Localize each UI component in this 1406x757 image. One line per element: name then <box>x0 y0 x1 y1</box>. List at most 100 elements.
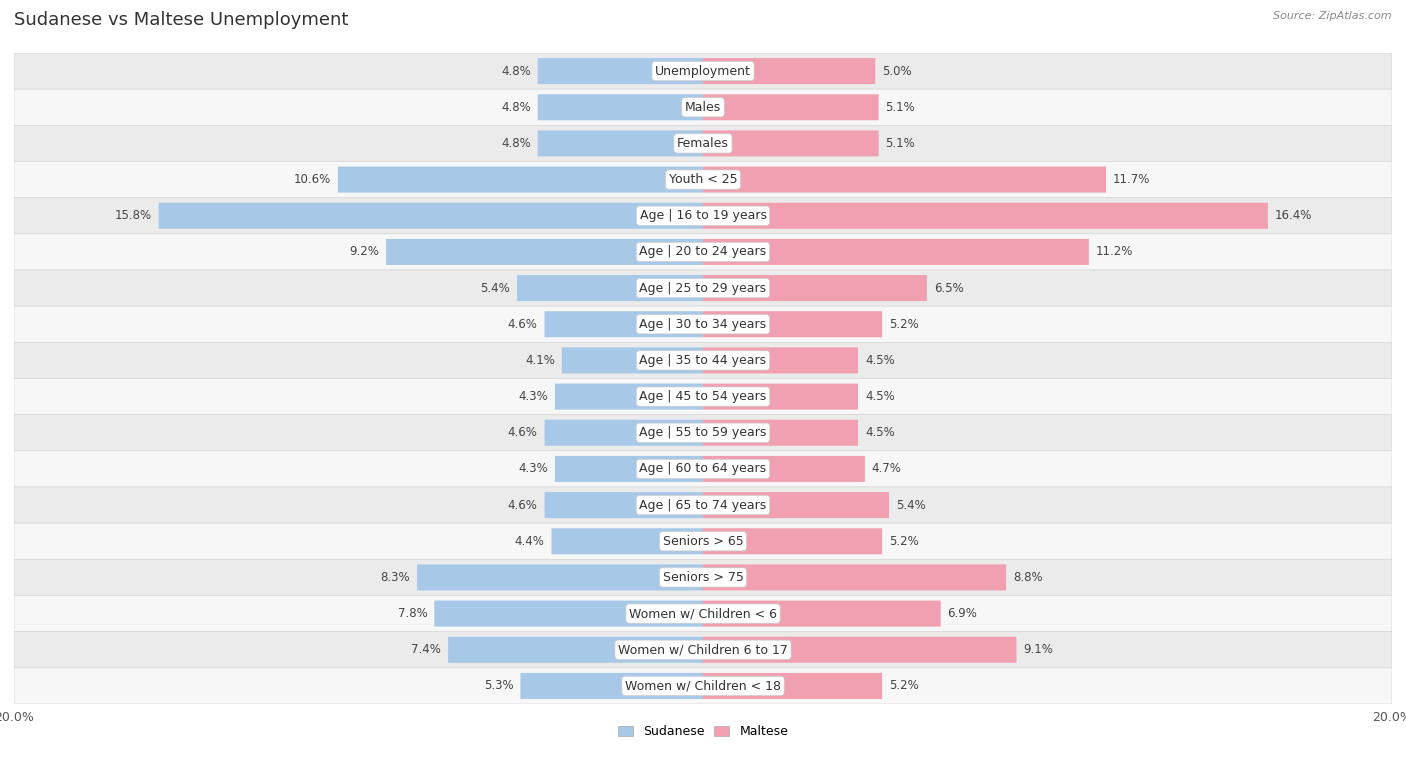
Text: 5.1%: 5.1% <box>886 101 915 114</box>
FancyBboxPatch shape <box>537 94 703 120</box>
FancyBboxPatch shape <box>555 384 703 410</box>
Text: 6.5%: 6.5% <box>934 282 963 294</box>
Text: 11.7%: 11.7% <box>1114 173 1150 186</box>
FancyBboxPatch shape <box>14 415 1392 451</box>
Text: 7.8%: 7.8% <box>398 607 427 620</box>
FancyBboxPatch shape <box>14 342 1392 378</box>
Legend: Sudanese, Maltese: Sudanese, Maltese <box>613 721 793 743</box>
Text: Age | 20 to 24 years: Age | 20 to 24 years <box>640 245 766 258</box>
Text: 15.8%: 15.8% <box>115 209 152 223</box>
FancyBboxPatch shape <box>449 637 703 663</box>
FancyBboxPatch shape <box>703 130 879 157</box>
Text: 7.4%: 7.4% <box>412 643 441 656</box>
Text: Age | 35 to 44 years: Age | 35 to 44 years <box>640 354 766 367</box>
Text: Source: ZipAtlas.com: Source: ZipAtlas.com <box>1274 11 1392 21</box>
Text: Females: Females <box>678 137 728 150</box>
Text: Age | 65 to 74 years: Age | 65 to 74 years <box>640 499 766 512</box>
FancyBboxPatch shape <box>14 161 1392 198</box>
Text: 5.4%: 5.4% <box>481 282 510 294</box>
Text: 4.4%: 4.4% <box>515 534 544 548</box>
FancyBboxPatch shape <box>703 311 882 338</box>
Text: 6.9%: 6.9% <box>948 607 977 620</box>
FancyBboxPatch shape <box>14 631 1392 668</box>
FancyBboxPatch shape <box>544 311 703 338</box>
Text: 4.6%: 4.6% <box>508 426 537 439</box>
Text: Males: Males <box>685 101 721 114</box>
Text: 8.8%: 8.8% <box>1012 571 1043 584</box>
Text: 16.4%: 16.4% <box>1275 209 1312 223</box>
Text: Sudanese vs Maltese Unemployment: Sudanese vs Maltese Unemployment <box>14 11 349 30</box>
Text: 8.3%: 8.3% <box>381 571 411 584</box>
Text: Women w/ Children < 6: Women w/ Children < 6 <box>628 607 778 620</box>
Text: Seniors > 65: Seniors > 65 <box>662 534 744 548</box>
Text: 4.1%: 4.1% <box>524 354 555 367</box>
FancyBboxPatch shape <box>703 528 882 554</box>
FancyBboxPatch shape <box>387 239 703 265</box>
Text: Women w/ Children 6 to 17: Women w/ Children 6 to 17 <box>619 643 787 656</box>
Text: 4.3%: 4.3% <box>519 463 548 475</box>
FancyBboxPatch shape <box>14 559 1392 596</box>
Text: 9.2%: 9.2% <box>349 245 380 258</box>
Text: Women w/ Children < 18: Women w/ Children < 18 <box>626 680 780 693</box>
FancyBboxPatch shape <box>14 126 1392 161</box>
FancyBboxPatch shape <box>434 600 703 627</box>
FancyBboxPatch shape <box>14 89 1392 126</box>
Text: Youth < 25: Youth < 25 <box>669 173 737 186</box>
FancyBboxPatch shape <box>337 167 703 192</box>
Text: 5.1%: 5.1% <box>886 137 915 150</box>
FancyBboxPatch shape <box>703 673 882 699</box>
FancyBboxPatch shape <box>537 130 703 157</box>
Text: 5.2%: 5.2% <box>889 534 918 548</box>
Text: 4.8%: 4.8% <box>501 64 531 77</box>
Text: 4.6%: 4.6% <box>508 318 537 331</box>
FancyBboxPatch shape <box>703 637 1017 663</box>
Text: 5.2%: 5.2% <box>889 680 918 693</box>
Text: Age | 45 to 54 years: Age | 45 to 54 years <box>640 390 766 403</box>
Text: Age | 30 to 34 years: Age | 30 to 34 years <box>640 318 766 331</box>
Text: Seniors > 75: Seniors > 75 <box>662 571 744 584</box>
FancyBboxPatch shape <box>14 198 1392 234</box>
Text: 5.2%: 5.2% <box>889 318 918 331</box>
Text: Unemployment: Unemployment <box>655 64 751 77</box>
FancyBboxPatch shape <box>703 203 1268 229</box>
Text: 4.5%: 4.5% <box>865 354 894 367</box>
FancyBboxPatch shape <box>703 167 1107 192</box>
FancyBboxPatch shape <box>14 596 1392 631</box>
FancyBboxPatch shape <box>703 275 927 301</box>
FancyBboxPatch shape <box>703 419 858 446</box>
FancyBboxPatch shape <box>14 234 1392 270</box>
Text: 5.0%: 5.0% <box>882 64 911 77</box>
FancyBboxPatch shape <box>703 239 1088 265</box>
FancyBboxPatch shape <box>703 456 865 482</box>
Text: 4.3%: 4.3% <box>519 390 548 403</box>
FancyBboxPatch shape <box>14 523 1392 559</box>
Text: Age | 60 to 64 years: Age | 60 to 64 years <box>640 463 766 475</box>
FancyBboxPatch shape <box>537 58 703 84</box>
FancyBboxPatch shape <box>14 451 1392 487</box>
FancyBboxPatch shape <box>14 270 1392 306</box>
FancyBboxPatch shape <box>562 347 703 373</box>
Text: 9.1%: 9.1% <box>1024 643 1053 656</box>
Text: 11.2%: 11.2% <box>1095 245 1133 258</box>
FancyBboxPatch shape <box>517 275 703 301</box>
FancyBboxPatch shape <box>418 565 703 590</box>
FancyBboxPatch shape <box>703 347 858 373</box>
FancyBboxPatch shape <box>703 384 858 410</box>
FancyBboxPatch shape <box>703 492 889 518</box>
FancyBboxPatch shape <box>703 565 1007 590</box>
FancyBboxPatch shape <box>551 528 703 554</box>
FancyBboxPatch shape <box>14 487 1392 523</box>
FancyBboxPatch shape <box>520 673 703 699</box>
Text: 5.4%: 5.4% <box>896 499 925 512</box>
FancyBboxPatch shape <box>544 419 703 446</box>
Text: 4.8%: 4.8% <box>501 137 531 150</box>
Text: 10.6%: 10.6% <box>294 173 330 186</box>
Text: 4.8%: 4.8% <box>501 101 531 114</box>
FancyBboxPatch shape <box>14 668 1392 704</box>
FancyBboxPatch shape <box>14 378 1392 415</box>
FancyBboxPatch shape <box>159 203 703 229</box>
Text: Age | 55 to 59 years: Age | 55 to 59 years <box>640 426 766 439</box>
FancyBboxPatch shape <box>555 456 703 482</box>
Text: 4.5%: 4.5% <box>865 390 894 403</box>
FancyBboxPatch shape <box>703 600 941 627</box>
